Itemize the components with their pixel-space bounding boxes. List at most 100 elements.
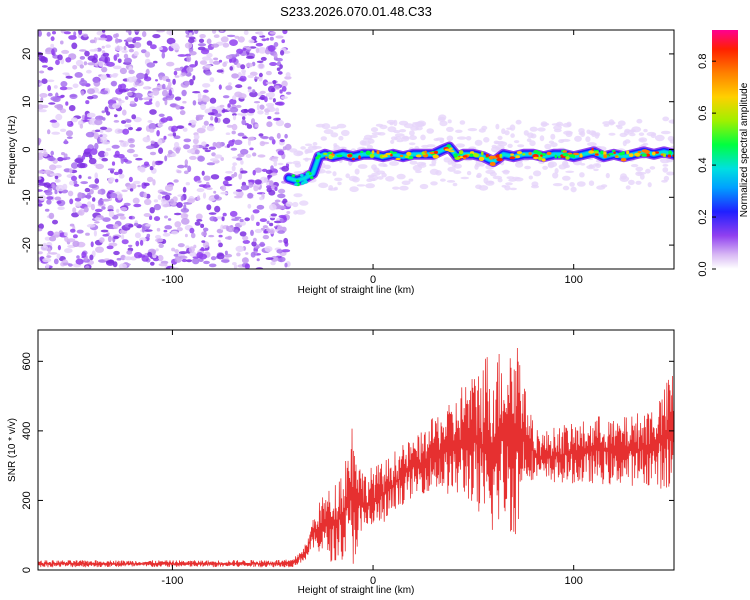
noise-blob [181, 258, 188, 263]
haze-blob [408, 178, 414, 182]
noise-blob [285, 143, 292, 151]
ridge-hotspot [432, 154, 439, 159]
haze-blob [517, 144, 525, 148]
haze-blob [505, 182, 513, 186]
ridge-hotspot [429, 151, 435, 155]
noise-blob [121, 239, 129, 245]
noise-blob [203, 260, 210, 265]
noise-blob [69, 93, 78, 99]
noise-blob [126, 148, 135, 154]
noise-blob [158, 243, 164, 248]
haze-blob [399, 185, 409, 191]
noise-blob [137, 184, 141, 188]
haze-blob [541, 122, 550, 126]
haze-blob [356, 184, 366, 187]
haze-blob [562, 122, 572, 128]
noise-blob [159, 191, 168, 195]
noise-blob [74, 201, 83, 207]
noise-blob [179, 110, 186, 116]
noise-blob [114, 114, 118, 118]
noise-blob [242, 235, 249, 241]
noise-blob [143, 213, 151, 217]
haze-blob [556, 121, 564, 127]
ridge-hotspot [626, 150, 630, 155]
noise-blob [53, 258, 59, 265]
x-tick-label: 0 [370, 274, 376, 286]
haze-blob [497, 135, 503, 140]
noise-blob [189, 79, 194, 86]
noise-blob [222, 212, 227, 217]
haze-blob [438, 114, 447, 121]
ridge-hotspot [358, 155, 361, 160]
haze-blob [330, 126, 340, 130]
noise-blob [97, 189, 102, 194]
haze-blob [304, 148, 309, 155]
noise-blob [270, 213, 278, 217]
x-tick-label: -100 [161, 575, 183, 587]
colorbar: 0.0 0.2 0.4 0.6 0.8 Normalized spectral ampl… [697, 30, 750, 277]
y-tick-label: 200 [21, 491, 33, 509]
noise-blob [270, 172, 278, 176]
noise-blob [111, 161, 116, 166]
haze-blob [386, 119, 396, 125]
noise-blob [134, 81, 139, 86]
noise-blob [125, 119, 132, 123]
noise-blob [47, 230, 54, 236]
noise-blob [260, 56, 267, 61]
ridge-hotspot [489, 161, 496, 166]
haze-blob [562, 175, 571, 181]
noise-blob [89, 39, 96, 44]
noise-blob [150, 261, 155, 266]
noise-blob [118, 89, 127, 93]
ridge-hotspot [336, 154, 343, 158]
noise-blob [98, 37, 108, 41]
noise-blob [39, 70, 45, 74]
haze-blob [476, 174, 481, 178]
noise-blob [179, 255, 188, 259]
haze-blob [349, 186, 359, 193]
noise-blob [87, 62, 96, 66]
noise-blob [245, 55, 255, 59]
noise-blob [39, 93, 48, 98]
haze-blob [379, 124, 388, 130]
noise-blob [69, 223, 75, 227]
haze-blob [333, 143, 338, 148]
noise-blob [206, 181, 210, 186]
noise-blob [143, 86, 149, 90]
noise-blob [54, 196, 62, 201]
noise-blob [206, 187, 213, 191]
haze-blob [508, 178, 517, 182]
noise-blob [278, 188, 286, 194]
noise-blob [281, 80, 288, 88]
haze-blob [638, 137, 648, 143]
ridge-hotspot [371, 150, 375, 154]
haze-blob [466, 170, 472, 176]
haze-blob [408, 142, 416, 146]
noise-blob [252, 209, 260, 214]
haze-blob [585, 136, 591, 143]
noise-blob [265, 169, 273, 175]
noise-blob [128, 176, 133, 183]
noise-blob [111, 97, 119, 101]
noise-blob [141, 226, 145, 233]
noise-blob [105, 259, 115, 266]
noise-blob [254, 76, 260, 80]
noise-blob [71, 212, 80, 218]
haze-blob [318, 182, 329, 189]
noise-blob [100, 90, 109, 95]
noise-blob [254, 123, 259, 128]
noise-blob [119, 140, 124, 143]
noise-blob [214, 194, 220, 200]
haze-blob [491, 146, 501, 153]
noise-blob [177, 54, 187, 57]
noise-blob [49, 252, 58, 255]
noise-blob [67, 190, 74, 197]
haze-blob [666, 171, 674, 176]
colorbar-tick-label: 0.6 [697, 105, 709, 120]
ridge-hotspot [595, 153, 599, 156]
noise-blob [201, 170, 205, 176]
noise-blob [202, 83, 211, 88]
ridge-hotspot [478, 156, 485, 161]
noise-blob [174, 67, 183, 71]
